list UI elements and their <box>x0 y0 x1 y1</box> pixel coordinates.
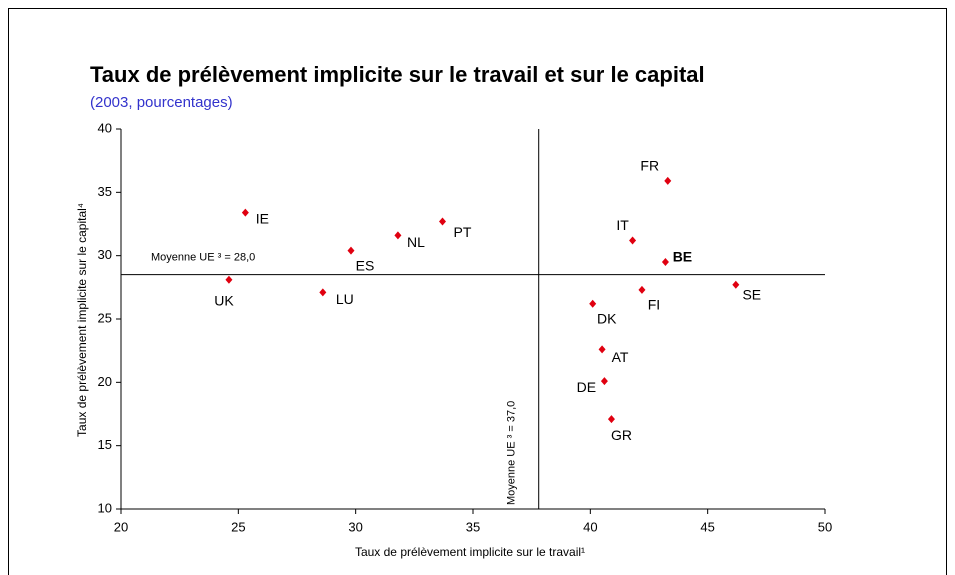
point <box>347 246 355 255</box>
y-axis-label: Taux de prélèvement implicite sur le cap… <box>75 203 89 437</box>
mean-annotation: Moyenne UE ³ = 28,0 <box>151 252 255 264</box>
point-label: NL <box>407 234 425 250</box>
point-label: FI <box>648 297 660 313</box>
point <box>664 176 672 185</box>
point <box>598 345 606 354</box>
y-tick-label: 15 <box>98 437 112 452</box>
x-tick-label: 30 <box>348 519 362 534</box>
x-tick-label: 50 <box>818 519 832 534</box>
point <box>394 231 402 240</box>
x-tick-label: 40 <box>583 519 597 534</box>
frame <box>8 8 947 575</box>
x-tick-label: 20 <box>114 519 128 534</box>
point-label: IT <box>616 217 629 233</box>
point <box>438 217 446 226</box>
point-label: DK <box>597 311 617 327</box>
point <box>732 280 740 289</box>
y-tick-label: 25 <box>98 310 112 325</box>
x-tick-label: 25 <box>231 519 245 534</box>
mean-annotation: Moyenne UE ³ = 37,0 <box>506 401 518 505</box>
point-label: GR <box>611 427 632 443</box>
x-tick-label: 35 <box>466 519 480 534</box>
y-tick-label: 40 <box>98 120 112 135</box>
x-axis-label: Taux de prélèvement implicite sur le tra… <box>355 545 585 559</box>
point <box>319 288 327 297</box>
chart-title: Taux de prélèvement implicite sur le tra… <box>90 62 705 87</box>
point-label: LU <box>336 291 354 307</box>
y-tick-label: 30 <box>98 247 112 262</box>
point <box>225 275 233 284</box>
point <box>589 299 597 308</box>
x-tick-label: 45 <box>700 519 714 534</box>
point-label: BE <box>673 249 692 265</box>
point-label: AT <box>612 349 629 365</box>
point <box>661 258 669 266</box>
point-label: UK <box>214 292 234 308</box>
y-tick-label: 35 <box>98 184 112 199</box>
point-label: FR <box>640 158 659 174</box>
y-tick-label: 20 <box>98 374 112 389</box>
point <box>600 377 608 386</box>
point <box>241 208 249 217</box>
chart-subtitle: (2003, pourcentages) <box>90 94 233 111</box>
point-label: IE <box>256 210 269 226</box>
point-label: DE <box>577 379 596 395</box>
y-tick-label: 10 <box>98 500 112 515</box>
point-label: PT <box>454 224 472 240</box>
point-label: SE <box>742 287 761 303</box>
point <box>629 236 637 245</box>
point <box>607 415 615 424</box>
point-label: ES <box>356 257 375 273</box>
point <box>638 285 646 294</box>
